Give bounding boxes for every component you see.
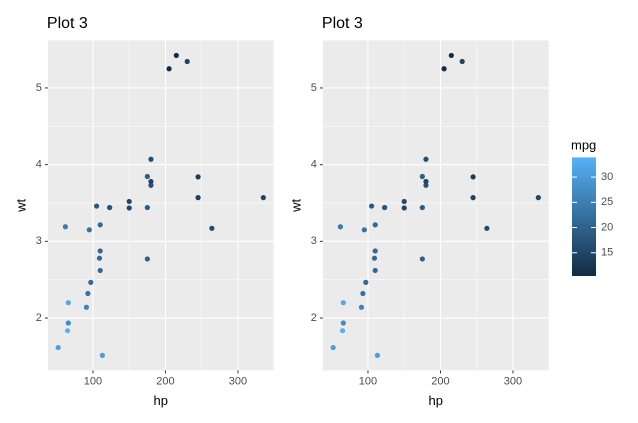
- y-axis-title: wt: [13, 199, 28, 213]
- data-point: [423, 182, 429, 188]
- data-point: [419, 204, 425, 211]
- data-point: [340, 300, 346, 306]
- data-point: [372, 248, 378, 254]
- x-axis-title: hp: [429, 393, 443, 408]
- y-tick-label: 3: [36, 235, 42, 247]
- data-point: [144, 204, 150, 211]
- data-point: [65, 320, 71, 326]
- data-point: [340, 320, 346, 326]
- data-point: [97, 248, 103, 254]
- data-point: [441, 66, 447, 72]
- data-point: [401, 205, 407, 211]
- chart-title: Plot 3: [47, 15, 88, 32]
- data-point: [62, 224, 69, 230]
- legend-label: 30: [601, 171, 613, 183]
- data-point: [107, 204, 113, 211]
- data-point: [173, 52, 179, 59]
- y-tick-label: 3: [311, 235, 317, 247]
- data-point: [470, 195, 476, 201]
- data-point: [85, 290, 91, 297]
- data-point: [459, 58, 465, 65]
- data-point: [401, 198, 407, 205]
- data-point: [64, 328, 71, 334]
- data-point: [260, 195, 266, 201]
- data-point: [470, 174, 476, 180]
- plot-panel: [47, 40, 274, 371]
- data-point: [86, 227, 92, 233]
- data-point: [97, 222, 103, 228]
- data-point: [195, 195, 201, 201]
- colorbar: [572, 157, 596, 276]
- x-tick-label: 100: [359, 375, 377, 387]
- x-tick-label: 300: [229, 375, 247, 387]
- data-point: [96, 255, 103, 261]
- data-point: [209, 225, 215, 231]
- y-axis-title: wt: [288, 199, 303, 213]
- x-tick-label: 200: [156, 375, 174, 387]
- data-point: [484, 225, 490, 231]
- data-point: [65, 300, 71, 306]
- data-point: [358, 304, 365, 310]
- y-tick-label: 5: [36, 82, 42, 94]
- y-tick-label: 4: [36, 159, 42, 171]
- x-tick-label: 200: [431, 375, 449, 387]
- data-point: [423, 156, 429, 162]
- data-point: [144, 256, 150, 262]
- data-point: [361, 227, 367, 233]
- plot-panel: [322, 40, 549, 371]
- data-point: [144, 173, 150, 180]
- legend-title: mpg: [571, 137, 596, 152]
- data-point: [368, 203, 375, 209]
- data-point: [148, 156, 154, 162]
- data-point: [372, 222, 378, 228]
- data-point: [148, 182, 154, 188]
- data-point: [330, 344, 336, 351]
- data-point: [372, 267, 378, 274]
- data-point: [374, 352, 380, 358]
- y-tick-label: 4: [311, 159, 317, 171]
- y-tick-label: 2: [36, 312, 42, 324]
- legend-label: 20: [601, 221, 613, 233]
- data-point: [423, 178, 429, 185]
- data-point: [166, 66, 172, 72]
- data-point: [83, 304, 90, 310]
- data-point: [148, 178, 154, 185]
- data-point: [339, 328, 346, 334]
- data-point: [419, 256, 425, 262]
- data-point: [195, 174, 201, 180]
- data-point: [55, 344, 61, 351]
- data-point: [419, 173, 425, 180]
- y-tick-label: 2: [311, 312, 317, 324]
- data-point: [88, 279, 94, 285]
- data-point: [535, 195, 541, 201]
- data-point: [184, 58, 190, 65]
- data-point: [126, 198, 132, 205]
- data-point: [97, 267, 103, 274]
- legend-label: 15: [601, 247, 613, 259]
- data-point: [371, 255, 378, 261]
- data-point: [126, 205, 132, 211]
- y-tick-label: 5: [311, 82, 317, 94]
- x-axis-title: hp: [154, 393, 168, 408]
- legend-label: 25: [601, 196, 613, 208]
- x-tick-label: 300: [504, 375, 522, 387]
- x-tick-label: 100: [84, 375, 102, 387]
- data-point: [99, 352, 105, 358]
- data-point: [93, 203, 100, 209]
- data-point: [448, 52, 454, 59]
- data-point: [360, 290, 366, 297]
- data-point: [363, 279, 369, 285]
- data-point: [337, 224, 344, 230]
- data-point: [382, 204, 388, 211]
- chart-title: Plot 3: [322, 15, 363, 32]
